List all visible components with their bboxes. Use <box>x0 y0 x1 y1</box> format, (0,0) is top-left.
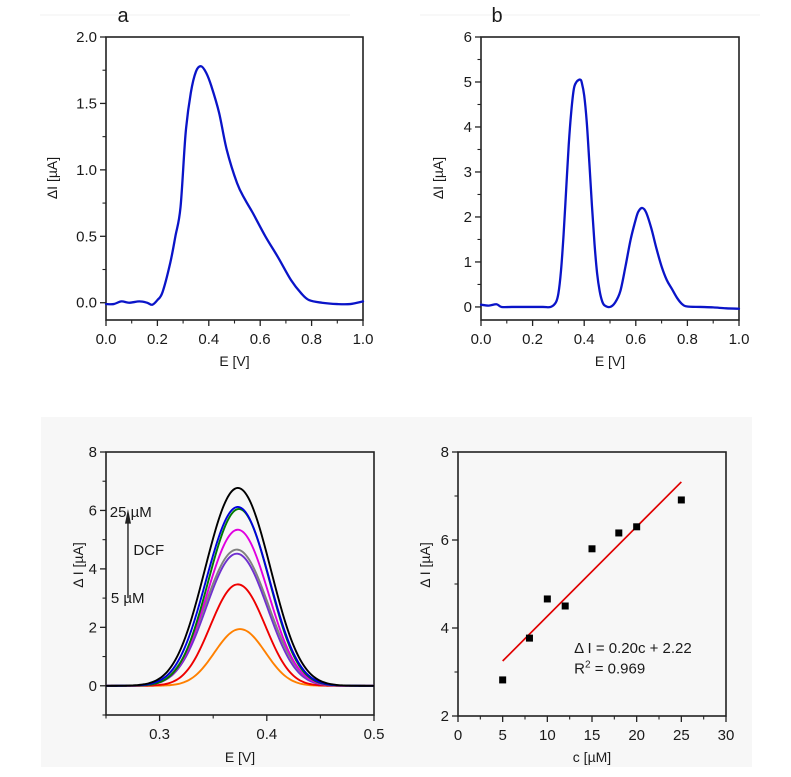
panel-label: b <box>491 5 502 27</box>
y-tick-label: 1.0 <box>76 162 97 179</box>
y-tick-label: 1 <box>464 254 472 271</box>
plot-frame <box>105 451 375 716</box>
y-tick-label: 0 <box>89 678 97 695</box>
y-tick-label: 0.5 <box>76 228 97 245</box>
x-tick-label: 1.0 <box>729 331 750 348</box>
x-tick-label: 15 <box>584 727 601 744</box>
arrow-head-icon <box>124 508 131 524</box>
panel-c: 0.3 0.4 0.5 0 2 4 6 8 E [V] Δ I [µA] 25 µM DCF 5 µM <box>70 444 384 765</box>
y-axis-title: ΔI [µA] <box>430 157 446 199</box>
r-squared-superscript: 2 <box>585 659 591 670</box>
y-tick-label: 6 <box>89 502 97 519</box>
y-axis-title: ΔI [µA] <box>44 157 60 199</box>
x-tick-label: 0.4 <box>256 726 277 743</box>
y-tick-label: 2 <box>89 619 97 636</box>
x-tick-label: 0.8 <box>677 331 698 348</box>
y-tick-label: 8 <box>89 444 97 461</box>
y-tick-label: 2 <box>441 708 449 725</box>
x-tick-label: 20 <box>628 727 645 744</box>
data-point <box>677 496 685 504</box>
data-point <box>543 595 551 603</box>
fit-line <box>502 481 682 662</box>
data-line <box>106 486 374 687</box>
panel-a: 0.0 0.2 0.4 0.6 0.8 1.0 0.0 0.5 1.0 1.5 2.0 E [V] ΔI… <box>44 5 373 369</box>
data-point <box>525 634 533 642</box>
data-point <box>633 523 641 531</box>
panel-label: a <box>117 5 129 27</box>
y-tick-label: 0 <box>464 299 472 316</box>
x-tick-label: 5 <box>498 727 506 744</box>
x-axis-title: c [µM] <box>573 749 611 765</box>
x-tick-label: 0.0 <box>471 331 492 348</box>
y-tick-label: 5 <box>464 74 472 91</box>
x-axis-title: E [V] <box>219 353 249 369</box>
y-tick-label: 3 <box>464 164 472 181</box>
y-tick-label: 0.0 <box>76 295 97 312</box>
data-point <box>499 676 507 684</box>
r-squared-prefix: R <box>574 660 585 677</box>
y-tick-label: 4 <box>464 119 472 136</box>
data-point <box>588 545 596 553</box>
fit-equation: Δ I = 0.20c + 2.22 <box>574 640 692 657</box>
x-tick-label: 0.8 <box>301 331 322 348</box>
y-tick-label: 4 <box>89 561 97 578</box>
x-tick-label: 1.0 <box>353 331 374 348</box>
x-tick-label: 25 <box>673 727 690 744</box>
y-tick-label: 6 <box>464 29 472 46</box>
x-tick-label: 0.5 <box>364 726 385 743</box>
y-tick-label: 2.0 <box>76 29 97 46</box>
y-tick-label: 1.5 <box>76 95 97 112</box>
r-squared: R2 = 0.969 <box>574 659 645 677</box>
x-tick-label: 30 <box>718 727 735 744</box>
x-tick-label: 0.6 <box>250 331 271 348</box>
y-tick-label: 2 <box>464 209 472 226</box>
x-tick-label: 0.2 <box>147 331 168 348</box>
r-squared-value: = 0.969 <box>591 660 646 677</box>
y-axis-title: Δ I [µA] <box>70 542 86 587</box>
x-tick-label: 10 <box>539 727 556 744</box>
annotation-middle: DCF <box>133 542 164 559</box>
data-point <box>615 529 623 537</box>
x-tick-label: 0.4 <box>198 331 219 348</box>
bottom-panels-background <box>41 417 752 767</box>
panel-d: 0 5 10 15 20 25 30 2 4 6 8 c [µM] Δ I [µA] Δ I = 0.20… <box>417 444 734 765</box>
plot-frame <box>480 36 740 321</box>
data-line-voltammogram <box>479 78 741 310</box>
x-tick-label: 0.3 <box>149 726 170 743</box>
panel-b: 0.0 0.2 0.4 0.6 0.8 1.0 0 1 2 3 4 5 6 E [V] ΔI [µA] b <box>430 5 749 369</box>
annotation-top: 25 µM <box>110 504 152 521</box>
x-tick-label: 0.6 <box>625 331 646 348</box>
x-tick-label: 0.2 <box>522 331 543 348</box>
data-point <box>561 602 569 610</box>
x-tick-label: 0.4 <box>574 331 595 348</box>
y-tick-label: 4 <box>441 620 449 637</box>
y-axis-title: Δ I [µA] <box>417 542 433 587</box>
data-line-voltammogram <box>104 65 365 306</box>
y-tick-label: 6 <box>441 532 449 549</box>
annotation-bottom: 5 µM <box>111 590 145 607</box>
x-axis-title: E [V] <box>225 749 255 765</box>
x-tick-label: 0 <box>454 727 462 744</box>
x-axis-title: E [V] <box>595 353 625 369</box>
y-tick-label: 8 <box>441 444 449 461</box>
x-tick-label: 0.0 <box>96 331 117 348</box>
